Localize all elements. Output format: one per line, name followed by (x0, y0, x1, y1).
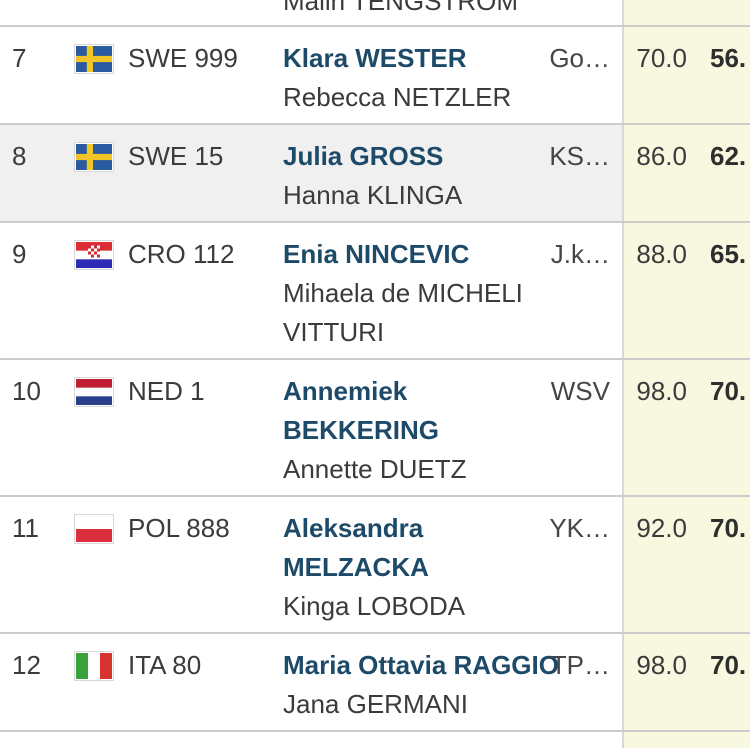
rank-cell: 9 (12, 239, 27, 269)
sail-number: SWE 999 (128, 43, 238, 73)
score-cell: 98.0 70. (622, 360, 750, 495)
total-points: 70. (710, 376, 747, 406)
club-cell: YK… (549, 513, 610, 543)
competitor-name-cell[interactable]: Enia NINCEVIC Mihaela de MICHELI VITTURI (283, 235, 536, 352)
table-row: 9 CRO 112 Enia NINCEVIC Mihaela de MICHE… (0, 221, 750, 358)
netto-points: 98.0 (636, 376, 687, 406)
flag-cell (74, 646, 128, 681)
netto-points: 86.0 (636, 141, 687, 171)
competitor-name-cell[interactable]: Aleksandra MELZACKA Kinga LOBODA (283, 509, 536, 626)
bottom-row-fill (0, 732, 622, 748)
partial-bottom-row (0, 730, 750, 748)
sail-number: POL 888 (128, 513, 230, 543)
helm-name[interactable]: Enia NINCEVIC (283, 239, 470, 269)
flag-swe-icon (74, 142, 114, 172)
score-cell: 70.0 56. (622, 27, 750, 123)
score-cell: 92.0 70. (622, 497, 750, 632)
total-points: 65. (710, 239, 747, 269)
partial-top-row: Malin TENGSTROM (0, 0, 750, 25)
table-row: 11 POL 888 Aleksandra MELZACKA Kinga LOBO… (0, 495, 750, 632)
netto-points: 88.0 (636, 239, 687, 269)
club-cell: TP… (550, 650, 610, 680)
total-points: 70. (710, 513, 747, 543)
rank-cell: 8 (12, 141, 27, 171)
table-row: 10 NED 1 Annemiek BEKKERING Annette DUETZ… (0, 358, 750, 495)
sail-number: SWE 15 (128, 141, 224, 171)
total-points: 70. (710, 650, 747, 680)
score-cell: 88.0 65. (622, 223, 750, 358)
competitor-name-cell[interactable]: Klara WESTER Rebecca NETZLER (283, 39, 536, 117)
results-table: 7 SWE 999 Klara WESTER Rebecca NETZLER G… (0, 25, 750, 730)
flag-cell (74, 39, 128, 74)
helm-name[interactable]: Aleksandra MELZACKA (283, 513, 429, 582)
helm-name[interactable]: Julia GROSS (283, 141, 444, 171)
sail-number: ITA 80 (128, 650, 202, 680)
crew-name: Kinga LOBODA (283, 591, 466, 621)
sail-number: NED 1 (128, 376, 205, 406)
table-row: 7 SWE 999 Klara WESTER Rebecca NETZLER G… (0, 25, 750, 123)
rank-cell: 11 (12, 513, 39, 543)
rank-cell: 10 (12, 376, 41, 406)
partial-crew-name: Malin TENGSTROM (283, 0, 518, 16)
netto-points: 70.0 (636, 43, 687, 73)
score-column-sliver (622, 732, 750, 748)
rank-cell: 12 (12, 650, 41, 680)
score-cell: 86.0 62. (622, 125, 750, 221)
flag-ned-icon (74, 377, 114, 407)
crew-name: Annette DUETZ (283, 454, 467, 484)
score-column-sliver (622, 0, 750, 25)
competitor-name-cell[interactable]: Julia GROSS Hanna KLINGA (283, 137, 536, 215)
total-points: 56. (710, 43, 747, 73)
flag-cro-icon (74, 240, 114, 270)
rank-cell: 7 (12, 43, 27, 73)
flag-cell (74, 235, 128, 270)
total-points: 62. (710, 141, 747, 171)
crew-name: Rebecca NETZLER (283, 82, 512, 112)
flag-cell (74, 372, 128, 407)
crew-name: Jana GERMANI (283, 689, 468, 719)
flag-cell (74, 509, 128, 544)
helm-name[interactable]: Maria Ottavia RAGGIO (283, 650, 559, 680)
flag-cell (74, 137, 128, 172)
table-row: 8 SWE 15 Julia GROSS Hanna KLINGA KS… 86… (0, 123, 750, 221)
netto-points: 98.0 (636, 650, 687, 680)
competitor-name-cell[interactable]: Annemiek BEKKERING Annette DUETZ (283, 372, 536, 489)
crew-name: Mihaela de MICHELI VITTURI (283, 278, 523, 347)
sail-number: CRO 112 (128, 239, 235, 269)
club-cell: WSV (550, 376, 610, 406)
netto-points: 92.0 (636, 513, 687, 543)
club-cell: KS… (549, 141, 610, 171)
competitor-name-cell[interactable]: Maria Ottavia RAGGIO Jana GERMANI (283, 646, 559, 724)
flag-ita-icon (74, 651, 114, 681)
table-row: 12 ITA 80 Maria Ottavia RAGGIO Jana GERM… (0, 632, 750, 730)
flag-pol-icon (74, 514, 114, 544)
score-cell: 98.0 70. (622, 634, 750, 730)
flag-swe-icon (74, 44, 114, 74)
helm-name[interactable]: Annemiek BEKKERING (283, 376, 440, 445)
helm-name[interactable]: Klara WESTER (283, 43, 467, 73)
club-cell: J.k… (550, 239, 610, 269)
crew-name: Hanna KLINGA (283, 180, 463, 210)
club-cell: Go… (549, 43, 610, 73)
